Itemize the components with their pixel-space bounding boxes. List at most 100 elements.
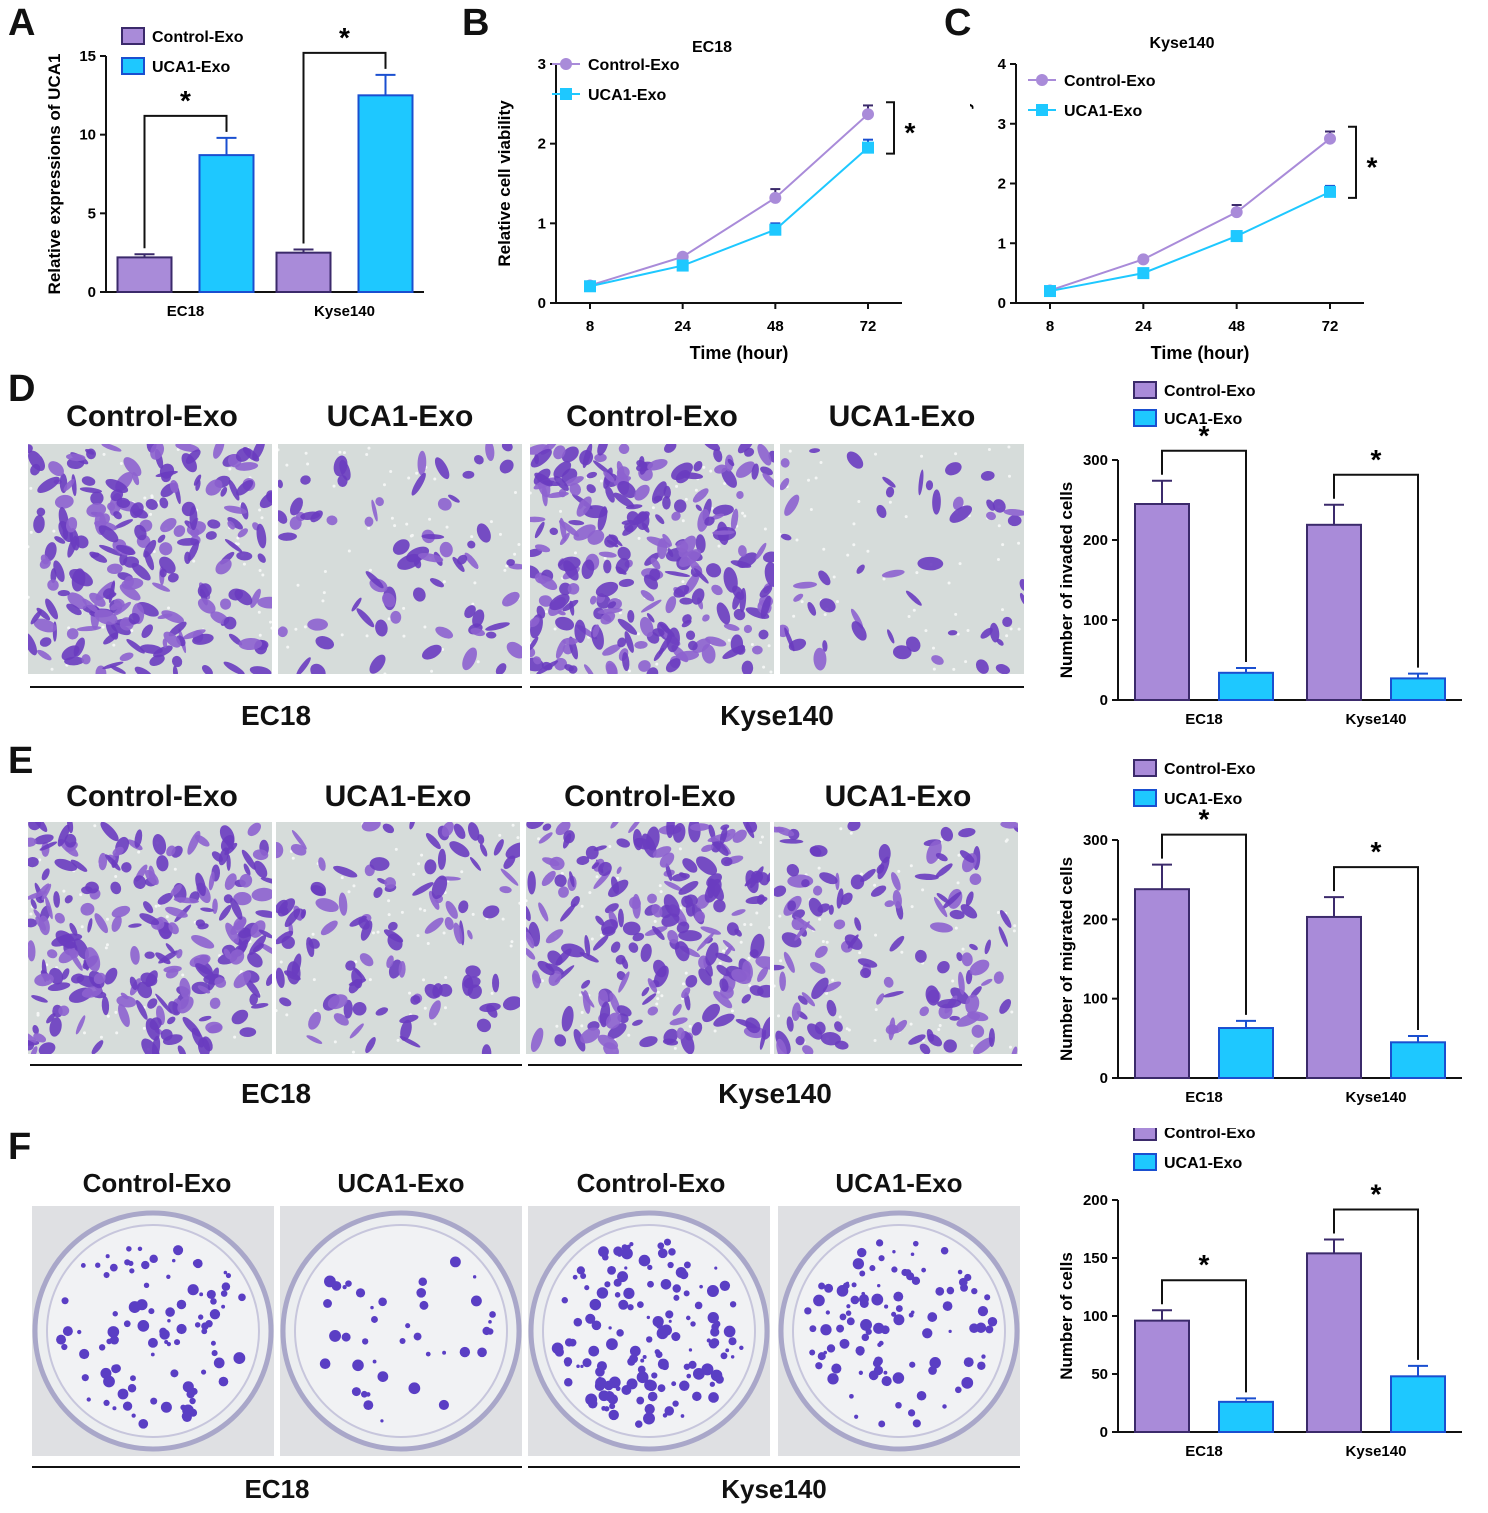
colony — [591, 1320, 602, 1331]
stained-cell — [242, 447, 260, 462]
stained-cell — [473, 454, 484, 465]
colony — [100, 1367, 112, 1379]
stained-cell — [933, 896, 948, 918]
stained-cell — [157, 534, 166, 543]
stained-cell — [554, 475, 569, 491]
stained-cell — [182, 1016, 201, 1037]
colony — [804, 1307, 812, 1315]
membrane-pore — [788, 449, 792, 453]
stained-cell — [973, 1037, 994, 1054]
membrane-pore — [595, 875, 599, 879]
stained-cell — [165, 968, 179, 979]
colony — [657, 1248, 668, 1259]
colony — [459, 1346, 471, 1358]
x-axis-label: Time (hour) — [690, 343, 789, 363]
stained-cell — [165, 906, 188, 918]
stained-cell — [467, 540, 476, 549]
micrograph-e-uca1-ec18 — [276, 822, 520, 1054]
legend-label: UCA1-Exo — [1064, 103, 1142, 120]
colony — [372, 1359, 377, 1364]
membrane-pore — [673, 1046, 677, 1050]
colony — [122, 1401, 133, 1411]
stained-cell — [33, 1033, 47, 1043]
colony — [977, 1361, 986, 1370]
stained-cell — [28, 940, 36, 962]
colony — [360, 1390, 368, 1398]
cell-line-label-d-kyse140: Kyse140 — [720, 700, 834, 731]
stained-cell — [940, 826, 954, 842]
membrane-pore — [443, 1006, 447, 1010]
stained-cell — [505, 842, 520, 859]
stained-cell — [601, 926, 616, 937]
membrane-pore — [588, 891, 592, 895]
stained-cell — [752, 645, 763, 655]
legend-label: Control-Exo — [1164, 383, 1256, 400]
stained-cell — [980, 627, 993, 639]
stained-cell — [818, 570, 831, 586]
stained-cell — [34, 834, 54, 845]
colony — [647, 1264, 653, 1271]
colony — [646, 1315, 651, 1320]
stained-cell — [90, 491, 104, 505]
colony — [137, 1320, 150, 1332]
data-point-uca1-exo — [1230, 230, 1243, 243]
colony — [564, 1378, 573, 1387]
stained-cell — [213, 444, 225, 459]
stained-cell — [876, 864, 885, 874]
colony — [176, 1323, 187, 1335]
colony — [173, 1245, 184, 1256]
y-tick-label: 2 — [538, 136, 546, 153]
stained-cell — [73, 637, 85, 657]
stained-cell — [34, 973, 54, 987]
membrane-pore — [498, 833, 502, 837]
stained-cell — [945, 462, 962, 476]
colony — [331, 1281, 342, 1291]
stained-cell — [131, 562, 151, 581]
stained-cell — [569, 482, 582, 496]
membrane-pore — [258, 508, 262, 512]
colony — [846, 1317, 855, 1326]
stained-cell — [610, 822, 621, 829]
colony — [143, 1282, 150, 1289]
colony — [351, 1387, 361, 1397]
colony — [671, 1381, 677, 1387]
stained-cell — [961, 952, 973, 967]
stained-cell — [166, 845, 176, 857]
colony — [909, 1361, 916, 1368]
stained-cell — [205, 531, 217, 540]
colony — [150, 1397, 158, 1405]
membrane-pore — [702, 465, 706, 469]
colony — [418, 1277, 428, 1287]
stained-cell — [834, 1021, 843, 1032]
stained-cell — [439, 541, 453, 558]
stained-cell — [914, 873, 939, 881]
colony — [80, 1263, 86, 1268]
stained-cell — [101, 996, 110, 1016]
membrane-pore — [779, 959, 783, 963]
stained-cell — [663, 894, 680, 918]
stained-cell — [741, 660, 754, 674]
stained-cell — [238, 929, 252, 939]
significance-star: * — [180, 85, 191, 116]
stained-cell — [84, 947, 101, 972]
stained-cell — [570, 896, 580, 908]
membrane-pore — [748, 984, 752, 988]
colony — [895, 1305, 903, 1313]
stained-cell — [950, 987, 971, 1005]
stained-cell — [678, 549, 702, 567]
stained-cell — [846, 451, 864, 469]
colony — [149, 1254, 158, 1264]
stained-cell — [28, 837, 37, 847]
colony — [893, 1291, 904, 1302]
colony — [624, 1266, 628, 1270]
membrane-pore — [426, 941, 430, 945]
stained-cell — [239, 873, 253, 888]
underline-f-kyse140 — [528, 1466, 1020, 1468]
colony — [614, 1292, 621, 1298]
stained-cell — [422, 644, 442, 660]
stained-cell — [558, 520, 580, 537]
stained-cell — [250, 588, 261, 608]
stained-cell — [819, 872, 838, 885]
stained-cell — [32, 1024, 39, 1035]
stained-cell — [932, 489, 941, 515]
